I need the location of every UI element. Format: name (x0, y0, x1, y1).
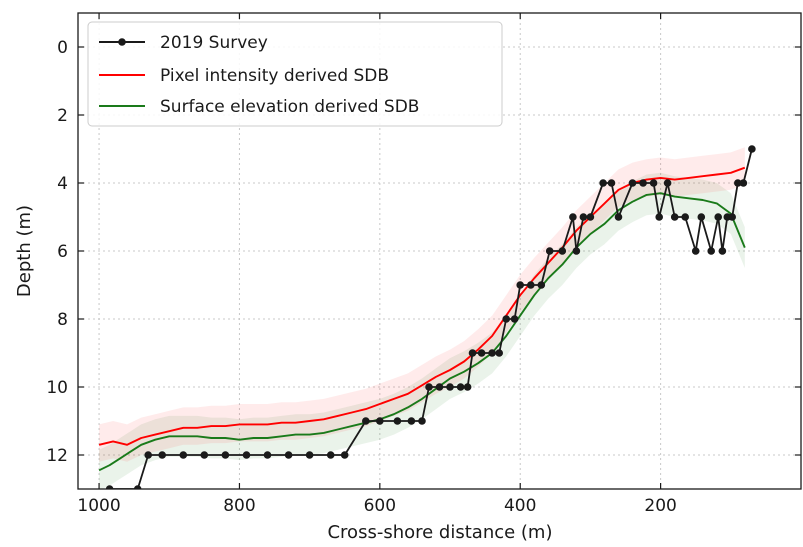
surface-elevation-derived-sdb-line (98, 192, 746, 472)
2019-survey-point (607, 179, 616, 187)
2019-survey-point (586, 213, 595, 221)
2019-survey-point (545, 247, 554, 255)
2019-survey-point (537, 281, 546, 289)
2019-survey-point (572, 247, 581, 255)
2019-survey-point (718, 247, 727, 255)
y-tick-label: 12 (46, 446, 68, 466)
2019-survey-point (495, 349, 504, 357)
x-tick-label: 800 (223, 496, 255, 516)
x-tick-label: 200 (644, 496, 676, 516)
2019-survey-point (435, 383, 444, 391)
2019-survey-point (697, 213, 706, 221)
2019-survey-point (614, 213, 623, 221)
pixel-intensity-derived-sdb-line (98, 166, 746, 446)
2019-survey-point (691, 247, 700, 255)
uncertainty-bands (99, 147, 745, 489)
y-tick-label: 10 (46, 378, 68, 398)
2019-survey-point (599, 179, 607, 187)
2019-survey-point (144, 451, 152, 459)
2019-survey-point (748, 145, 756, 153)
2019-survey-point (393, 417, 402, 425)
2019-survey-point (425, 383, 433, 391)
2019-survey-point (263, 451, 272, 459)
2019-survey-point (133, 485, 142, 489)
axis-ticks: 1000 800 600 400 200 0 2 4 6 8 10 12 (46, 13, 801, 516)
2019-survey-point (681, 213, 689, 221)
2019-survey-point (527, 281, 535, 289)
2019-survey-point (649, 179, 658, 187)
2019-survey-point (569, 213, 577, 221)
2019-survey-point (463, 383, 472, 391)
y-tick-label: 2 (57, 106, 68, 126)
y-tick-label: 6 (57, 242, 68, 262)
2019-survey-point (714, 213, 722, 221)
2019-survey-point (468, 349, 477, 357)
y-tick-label: 8 (57, 310, 68, 330)
2019-survey-point (179, 451, 188, 459)
series-layer (98, 145, 756, 489)
2019-survey-point (242, 451, 251, 459)
2019-survey-point (516, 281, 524, 289)
2019-survey-point (734, 179, 742, 187)
2019-survey-point (456, 383, 465, 391)
2019-survey-point (376, 417, 384, 425)
y-tick-label: 0 (57, 38, 68, 58)
2019-survey-point (418, 417, 426, 425)
x-tick-label: 1000 (77, 496, 120, 516)
2019-survey-point (502, 315, 511, 323)
2019-survey-point (200, 451, 209, 459)
legend-survey-marker (118, 38, 126, 46)
legend-surface-label: Surface elevation derived SDB (160, 97, 419, 117)
2019-survey-point (221, 451, 230, 459)
y-axis-label: Depth (m) (14, 205, 35, 297)
pixel-sdb-band (99, 147, 745, 462)
2019-survey-point (446, 383, 454, 391)
2019-survey-point (663, 179, 672, 187)
2019-survey-point (707, 247, 715, 255)
2019-survey-point (158, 451, 166, 459)
x-tick-label: 400 (504, 496, 536, 516)
2019-survey-point (670, 213, 679, 221)
2019-survey-line (109, 148, 753, 489)
2019-survey-point (639, 179, 647, 187)
legend-pixel-label: Pixel intensity derived SDB (160, 66, 389, 86)
2019-survey-point (407, 417, 416, 425)
x-axis-label: Cross-shore distance (m) (327, 522, 552, 543)
2019-survey-point (628, 179, 637, 187)
2019-survey-point (728, 213, 736, 221)
2019-survey-point (655, 213, 663, 221)
2019-survey-point (579, 213, 588, 221)
surface-sdb-band (99, 172, 745, 489)
2019-survey-point (105, 485, 114, 489)
2019-survey-point (477, 349, 486, 357)
2019-survey-point (284, 451, 293, 459)
x-tick-label: 600 (364, 496, 396, 516)
legend-frame (87, 21, 503, 127)
legend: 2019 Survey Pixel intensity derived SDB … (87, 21, 503, 127)
2019-survey-point (305, 451, 314, 459)
2019-survey-point (739, 179, 748, 187)
legend-survey-label: 2019 Survey (160, 33, 268, 53)
2019-survey-point (558, 247, 567, 255)
2019-survey-point (326, 451, 335, 459)
2019-survey-point (340, 451, 349, 459)
2019-survey-point (510, 315, 519, 323)
y-tick-label: 4 (57, 174, 68, 194)
2019-survey-point (362, 417, 370, 425)
2019-survey-point (488, 349, 496, 357)
